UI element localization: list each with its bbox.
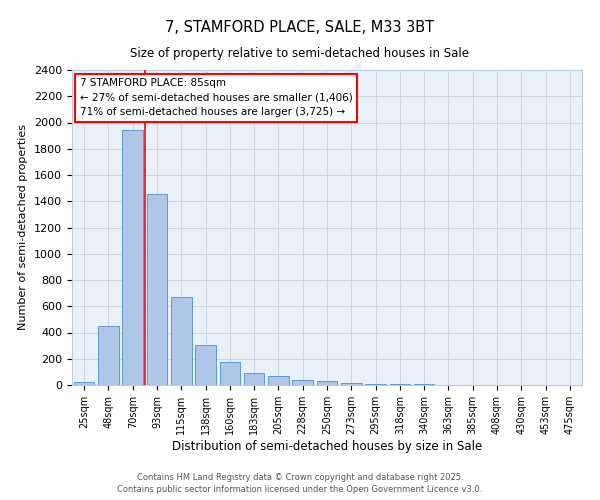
Bar xyxy=(341,383,362,385)
Bar xyxy=(317,381,337,385)
Text: 7 STAMFORD PLACE: 85sqm
← 27% of semi-detached houses are smaller (1,406)
71% of: 7 STAMFORD PLACE: 85sqm ← 27% of semi-de… xyxy=(80,78,352,118)
Text: 7, STAMFORD PLACE, SALE, M33 3BT: 7, STAMFORD PLACE, SALE, M33 3BT xyxy=(166,20,434,35)
Bar xyxy=(292,380,313,385)
Bar xyxy=(98,326,119,385)
Bar xyxy=(146,194,167,385)
Bar xyxy=(122,130,143,385)
Bar xyxy=(171,297,191,385)
Bar xyxy=(414,384,434,385)
Bar xyxy=(268,376,289,385)
Bar xyxy=(389,384,410,385)
Text: Contains HM Land Registry data © Crown copyright and database right 2025.
Contai: Contains HM Land Registry data © Crown c… xyxy=(118,472,482,494)
Bar xyxy=(74,382,94,385)
Bar xyxy=(365,384,386,385)
X-axis label: Distribution of semi-detached houses by size in Sale: Distribution of semi-detached houses by … xyxy=(172,440,482,452)
Bar xyxy=(244,372,265,385)
Text: Size of property relative to semi-detached houses in Sale: Size of property relative to semi-detach… xyxy=(131,48,470,60)
Bar xyxy=(195,344,216,385)
Bar xyxy=(220,362,240,385)
Y-axis label: Number of semi-detached properties: Number of semi-detached properties xyxy=(19,124,28,330)
